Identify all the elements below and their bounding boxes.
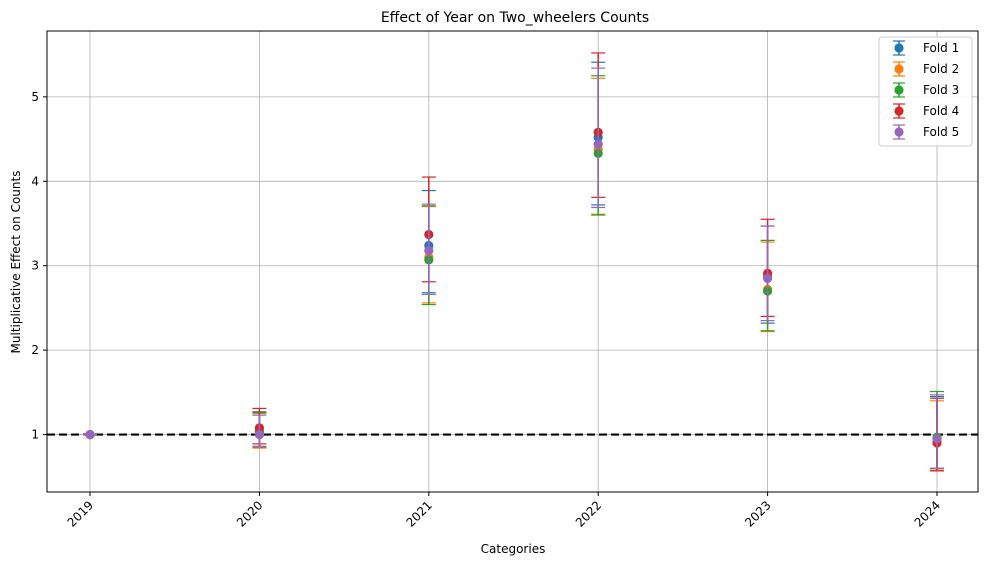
data-point [254, 429, 264, 440]
x-axis: 2019 2020 2021 2022 2023 2024 [65, 492, 943, 530]
data-point [932, 434, 942, 444]
legend-marker [894, 85, 904, 95]
y-tick-label: 1 [31, 428, 39, 442]
legend-marker [894, 127, 904, 137]
chart-title: Effect of Year on Two_wheelers Counts [381, 10, 649, 26]
data-point [763, 273, 773, 283]
legend-marker [894, 64, 904, 74]
series-fold-3 [83, 75, 944, 469]
legend: Fold 1 Fold 2 Fold 3 Fold 4 Fold 5 [878, 36, 973, 147]
grid [47, 31, 978, 492]
x-tick-label: 2022 [573, 498, 604, 529]
x-tick-label: 2020 [234, 498, 265, 529]
series-fold-4 [83, 52, 944, 472]
series-fold-1 [83, 61, 944, 469]
y-axis-title: Multiplicative Effect on Counts [9, 171, 23, 354]
legend-entry: Fold 1 [893, 40, 959, 56]
legend-label: Fold 5 [923, 125, 959, 139]
legend-entry: Fold 4 [893, 103, 959, 119]
data-point [85, 429, 95, 440]
y-axis: 1 2 3 4 5 [31, 90, 47, 442]
legend-marker [894, 43, 904, 53]
x-tick-label: 2024 [912, 498, 943, 529]
legend-label: Fold 3 [923, 83, 959, 97]
plot-frame [46, 30, 979, 493]
y-tick-label: 4 [31, 174, 39, 188]
data-point [593, 139, 603, 149]
x-axis-title: Categories [481, 542, 546, 556]
legend-entry: Fold 3 [893, 82, 959, 98]
legend-box [878, 36, 973, 147]
legend-label: Fold 2 [923, 62, 959, 76]
x-tick-label: 2021 [403, 498, 434, 529]
legend-label: Fold 1 [923, 41, 959, 55]
y-tick-label: 3 [31, 259, 39, 273]
x-tick-label: 2023 [742, 498, 773, 529]
legend-marker [894, 106, 904, 116]
data-point [424, 245, 434, 256]
y-tick-label: 5 [31, 90, 39, 104]
series-group [83, 52, 944, 472]
y-tick-label: 2 [31, 343, 39, 357]
legend-entry: Fold 5 [893, 124, 959, 140]
legend-entry: Fold 2 [893, 61, 959, 77]
series-fold-5 [83, 67, 944, 469]
legend-label: Fold 4 [923, 104, 959, 118]
x-tick-label: 2019 [65, 498, 96, 529]
series-fold-2 [83, 77, 944, 471]
